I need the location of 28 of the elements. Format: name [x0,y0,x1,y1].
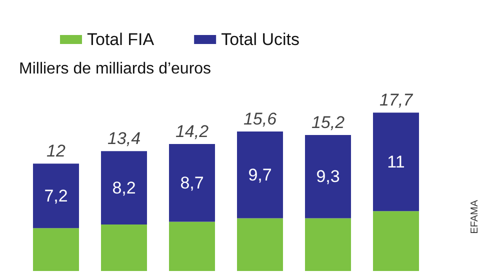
total-label: 15,6 [243,109,278,128]
total-label: 17,7 [379,90,414,110]
chart-subtitle: Milliers de milliards d’euros [19,60,212,78]
bar [169,144,215,222]
bar [237,131,283,218]
data-label: 8,2 [112,178,136,198]
total-label: 15,2 [311,113,346,132]
bar [33,164,79,228]
data-label: 8,7 [180,173,204,192]
bar [305,135,351,218]
bar [33,228,79,271]
legend-label: Total FIA [87,30,155,49]
data-label: 9,7 [248,165,272,184]
total-label: 13,4 [107,129,141,148]
bar [305,218,351,271]
bar [237,218,283,271]
data-label: 11 [387,152,405,172]
bar [373,211,419,271]
total-label: 14,2 [175,122,210,141]
total-label: 12 [46,142,66,161]
bar [101,151,147,224]
data-label: 9,3 [316,167,340,186]
data-label: 7,2 [44,186,68,206]
bar [101,224,147,271]
legend-label: Total Ucits [221,30,300,49]
bar [373,112,419,212]
text: EFAMA [470,200,480,234]
bar [169,222,215,271]
